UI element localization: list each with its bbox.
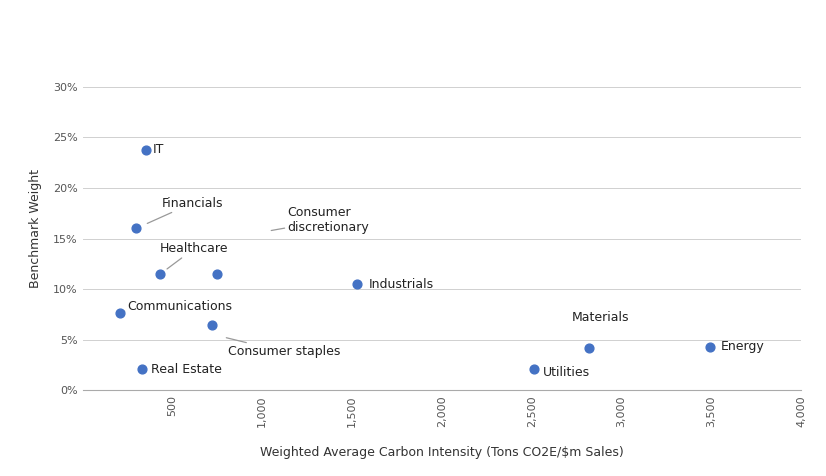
Text: Energy: Energy	[720, 340, 764, 353]
Text: Industrials: Industrials	[368, 278, 434, 291]
Text: Healthcare: Healthcare	[160, 242, 228, 269]
Text: Consumer
discretionary: Consumer discretionary	[271, 207, 369, 234]
Point	[703, 343, 716, 351]
Point	[211, 270, 224, 278]
Point	[130, 225, 143, 232]
Y-axis label: Benchmark Weight: Benchmark Weight	[29, 169, 42, 288]
Text: Real Estate: Real Estate	[151, 363, 221, 376]
Text: Communications: Communications	[123, 300, 232, 313]
X-axis label: Weighted Average Carbon Intensity (Tons CO2E/$m Sales): Weighted Average Carbon Intensity (Tons …	[260, 446, 624, 459]
Text: IT: IT	[153, 143, 164, 156]
Point	[154, 270, 167, 278]
Point	[114, 310, 127, 317]
Text: Materials: Materials	[572, 311, 629, 324]
Point	[206, 321, 219, 328]
Point	[140, 146, 153, 153]
Text: Financials: Financials	[147, 197, 223, 223]
Point	[135, 365, 149, 373]
Point	[582, 344, 596, 352]
Text: Carbon emissions by sector - MSCI ACWI: Carbon emissions by sector - MSCI ACWI	[11, 20, 455, 40]
Text: Consumer staples: Consumer staples	[226, 338, 340, 358]
Point	[527, 365, 540, 373]
Point	[351, 280, 364, 288]
Text: Utilities: Utilities	[543, 366, 590, 378]
